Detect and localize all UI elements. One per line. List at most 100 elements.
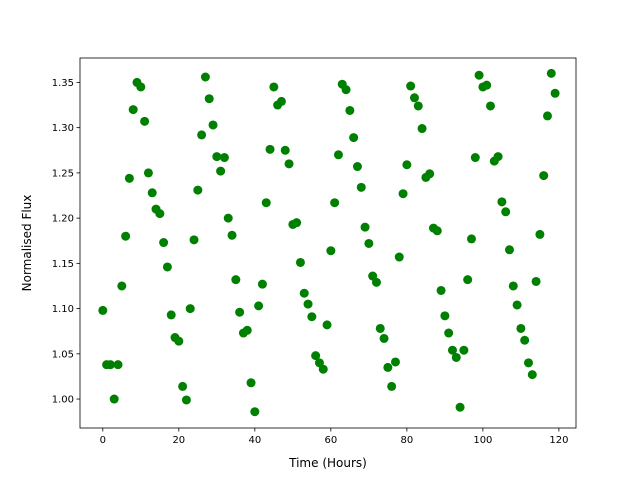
data-point xyxy=(455,402,465,412)
data-point xyxy=(371,277,381,287)
data-point xyxy=(394,252,404,262)
data-point xyxy=(535,229,545,239)
data-point xyxy=(124,173,134,183)
data-point xyxy=(219,153,229,163)
data-point xyxy=(527,370,537,380)
data-point xyxy=(349,133,359,143)
data-point xyxy=(235,307,245,317)
data-point xyxy=(162,262,172,272)
data-point xyxy=(212,152,222,162)
data-point xyxy=(227,230,237,240)
data-point xyxy=(208,120,218,130)
data-point xyxy=(307,312,317,322)
data-point xyxy=(466,234,476,244)
data-point xyxy=(409,93,419,103)
data-point xyxy=(254,301,264,311)
data-point xyxy=(216,166,226,176)
data-point xyxy=(197,130,207,140)
data-point xyxy=(326,246,336,256)
data-point xyxy=(178,381,188,391)
data-point xyxy=(364,238,374,248)
data-point xyxy=(463,275,473,285)
data-point xyxy=(174,336,184,346)
data-point xyxy=(485,101,495,111)
data-point xyxy=(269,82,279,92)
data-point xyxy=(360,222,370,232)
data-point xyxy=(242,325,252,335)
data-point xyxy=(166,310,176,320)
data-point xyxy=(303,299,313,309)
data-point xyxy=(531,276,541,286)
data-point xyxy=(117,281,127,291)
y-tick-label: 1.35 xyxy=(52,78,74,89)
data-point xyxy=(261,198,271,208)
data-point xyxy=(276,96,286,106)
x-tick-label: 100 xyxy=(473,435,492,446)
data-point xyxy=(147,188,157,198)
data-point xyxy=(470,153,480,163)
data-point xyxy=(451,352,461,362)
data-point xyxy=(425,169,435,179)
data-point xyxy=(542,111,552,121)
data-point xyxy=(375,323,385,333)
y-tick-label: 1.15 xyxy=(52,259,74,270)
y-axis-label: Normalised Flux xyxy=(20,195,34,292)
data-point xyxy=(265,144,275,154)
data-point xyxy=(508,281,518,291)
data-point xyxy=(345,105,355,115)
data-point xyxy=(140,116,150,126)
axes-frame xyxy=(79,57,577,429)
data-point xyxy=(292,218,302,228)
data-point xyxy=(295,257,305,267)
x-axis-label: Time (Hours) xyxy=(288,456,367,470)
data-point xyxy=(436,285,446,295)
data-point xyxy=(128,105,138,115)
data-point xyxy=(250,407,260,417)
data-points xyxy=(98,68,560,417)
data-point xyxy=(550,88,560,98)
data-point xyxy=(501,207,511,217)
data-point xyxy=(352,162,362,172)
data-point xyxy=(520,335,530,345)
data-point xyxy=(143,168,153,178)
data-point xyxy=(504,245,514,255)
x-tick-label: 40 xyxy=(248,435,261,446)
data-point xyxy=(402,160,412,170)
data-point xyxy=(204,94,214,104)
data-point xyxy=(417,124,427,134)
x-tick-label: 60 xyxy=(324,435,337,446)
data-point xyxy=(113,360,123,370)
y-tick-label: 1.00 xyxy=(52,395,74,406)
x-tick-label: 80 xyxy=(400,435,413,446)
x-tick-label: 20 xyxy=(172,435,185,446)
data-point xyxy=(398,189,408,199)
data-point xyxy=(223,213,233,223)
data-point xyxy=(246,378,256,388)
data-point xyxy=(136,82,146,92)
data-point xyxy=(98,305,108,315)
data-point xyxy=(387,381,397,391)
data-point xyxy=(482,80,492,90)
data-point xyxy=(121,231,131,241)
data-point xyxy=(109,394,119,404)
data-point xyxy=(440,311,450,321)
data-point xyxy=(406,81,416,91)
data-point xyxy=(444,328,454,338)
y-tick-label: 1.10 xyxy=(52,304,74,315)
data-point xyxy=(474,70,484,80)
data-point xyxy=(193,185,203,195)
data-point xyxy=(341,85,351,95)
y-tick-label: 1.20 xyxy=(52,214,74,225)
x-axis-ticks: 0 20 40 60 80 100 120 xyxy=(100,428,568,446)
data-point xyxy=(523,358,533,368)
data-point xyxy=(311,351,321,361)
data-point xyxy=(546,68,556,78)
data-point xyxy=(189,235,199,245)
data-point xyxy=(493,152,503,162)
data-point xyxy=(333,150,343,160)
data-point xyxy=(383,362,393,372)
data-point xyxy=(330,198,340,208)
data-point xyxy=(459,345,469,355)
y-tick-label: 1.30 xyxy=(52,123,74,134)
data-point xyxy=(379,333,389,343)
